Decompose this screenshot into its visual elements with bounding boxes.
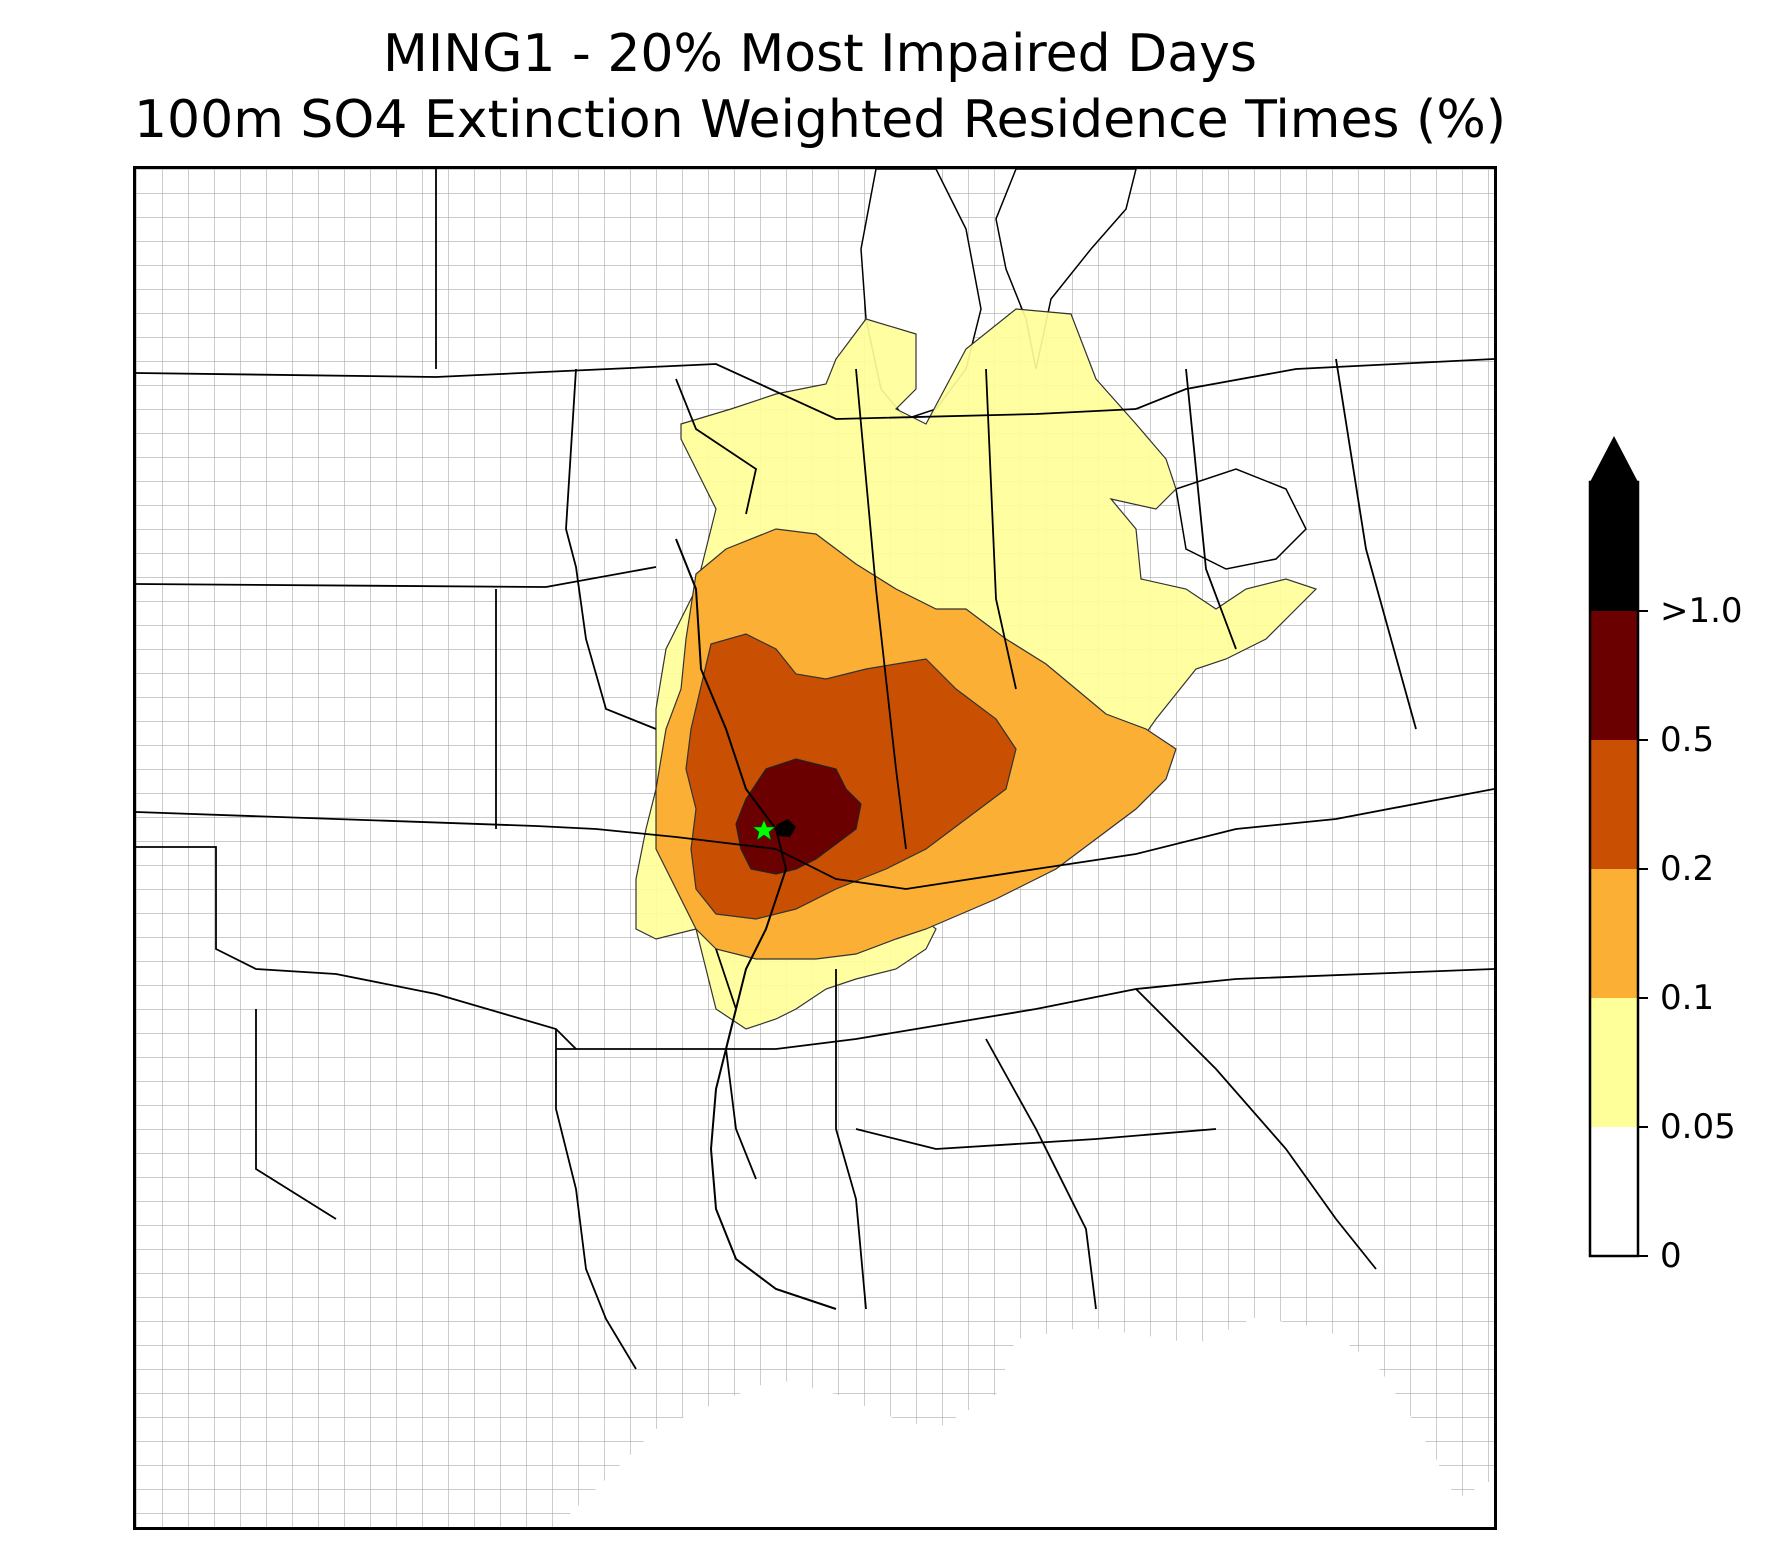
contour-over-1.0: [776, 819, 796, 837]
colorbar-tick-label-1.0: >1.0: [1660, 591, 1743, 631]
colorbar-segment-0.2-0.5: [1590, 740, 1638, 869]
colorbar-segment-over: [1590, 482, 1638, 611]
colorbar-segments: [1590, 482, 1638, 1256]
colorbar-segment-0-0.05: [1590, 1127, 1638, 1256]
colorbar-segment-0.1-0.2: [1590, 869, 1638, 998]
colorbar: [1588, 436, 1648, 1258]
colorbar-tick-label-0.1: 0.1: [1660, 978, 1715, 1018]
contour-0.5-1.0: [735, 758, 862, 875]
map-canvas: [136, 169, 1494, 1527]
colorbar-tick-label-0.5: 0.5: [1660, 720, 1715, 760]
map-title-line-2: 100m SO4 Extinction Weighted Residence T…: [133, 90, 1507, 150]
state-boundaries: [136, 169, 1494, 1370]
colorbar-tick-label-0.2: 0.2: [1660, 849, 1715, 889]
site-marker-star: [752, 819, 776, 841]
colorbar-tick-label-0.05: 0.05: [1660, 1107, 1736, 1147]
map-title-line-1: MING1 - 20% Most Impaired Days: [383, 24, 1257, 84]
colorbar-segment-0.5-1: [1590, 611, 1638, 740]
colorbar-ticks: [1638, 610, 1648, 1257]
map-frame: [133, 166, 1497, 1530]
mississippi-river: [675, 538, 837, 1310]
colorbar-segment-0.05-0.1: [1590, 998, 1638, 1127]
colorbar-tick-label-0: 0: [1660, 1236, 1682, 1276]
colorbar-extend-arrow: [1590, 436, 1638, 482]
